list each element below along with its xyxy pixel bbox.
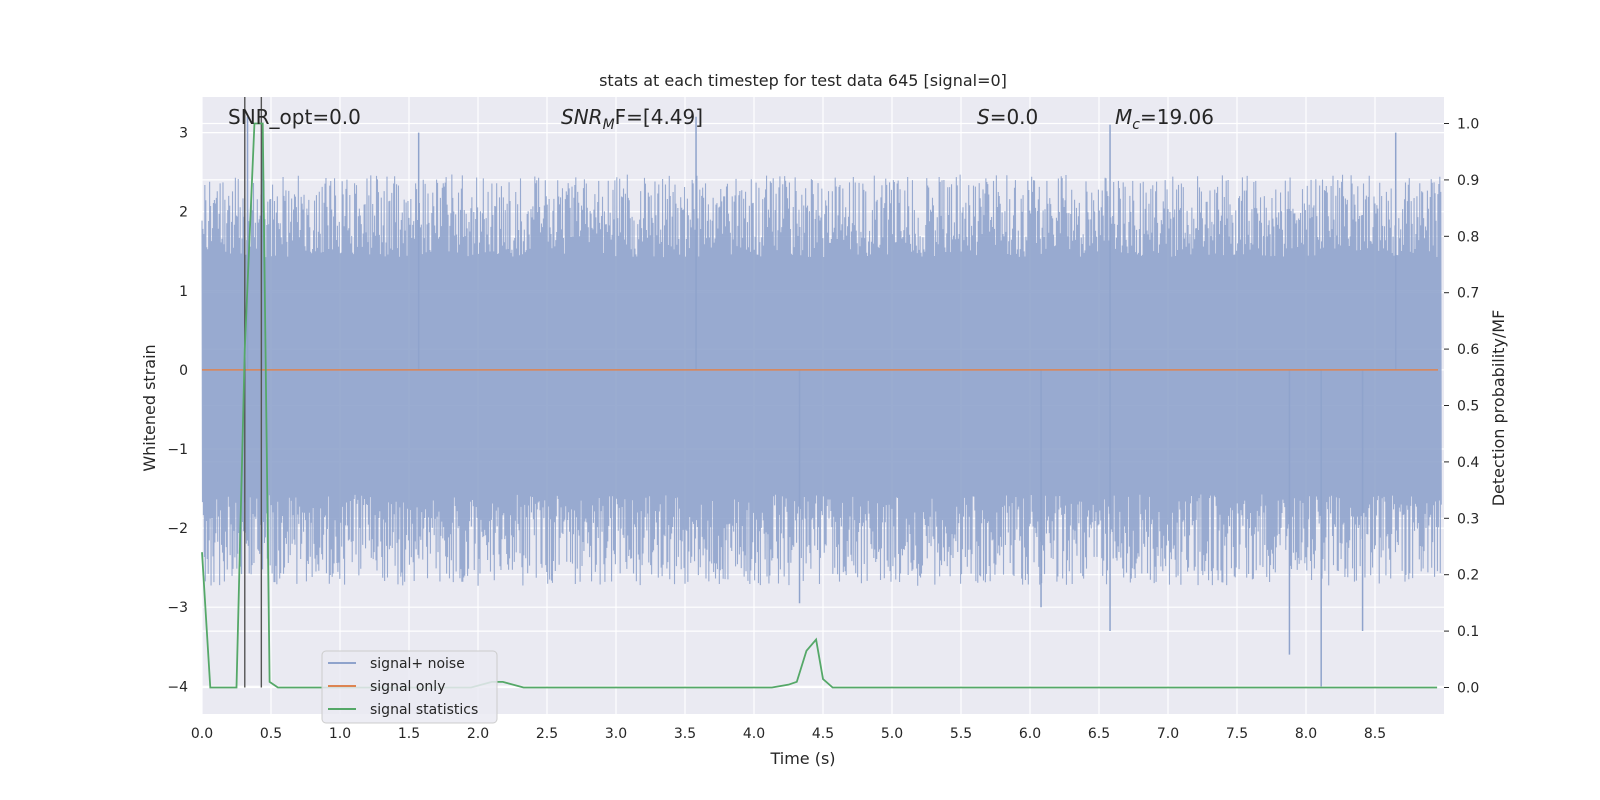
y-axis-title: Whitened strain bbox=[140, 344, 159, 471]
y-tick-label: 3 bbox=[179, 126, 188, 142]
y-tick-label: −3 bbox=[167, 600, 188, 616]
y2-tick-label: 0.0 bbox=[1457, 680, 1479, 696]
legend-label-signal-only: signal only bbox=[370, 679, 445, 695]
x-tick-label: 7.5 bbox=[1226, 726, 1248, 742]
y2-tick-label: 0.2 bbox=[1457, 568, 1479, 584]
y-tick-label: 1 bbox=[179, 284, 188, 300]
x-tick-label: 0.0 bbox=[191, 726, 213, 742]
s-rest: =0.0 bbox=[990, 105, 1039, 129]
mc-rest: =19.06 bbox=[1140, 105, 1214, 129]
y-tick-label: 2 bbox=[179, 205, 188, 221]
plot-title: stats at each timestep for test data 645… bbox=[599, 71, 1007, 90]
x-tick-label: 8.0 bbox=[1295, 726, 1317, 742]
mc-main: M bbox=[1115, 105, 1132, 129]
annotation-snr-opt-text: SNR_opt=0.0 bbox=[228, 105, 361, 129]
y-tick-label: 0 bbox=[179, 363, 188, 379]
x-tick-label: 7.0 bbox=[1157, 726, 1179, 742]
x-tick-label: 4.0 bbox=[743, 726, 765, 742]
annotation-snr-mf: SNRMF=[4.49] bbox=[561, 105, 703, 133]
legend: signal+ noise signal only signal statist… bbox=[321, 650, 498, 724]
x-tick-label: 5.5 bbox=[950, 726, 972, 742]
legend-label-signal-statistics: signal statistics bbox=[370, 702, 478, 718]
snr-mf-rest: F=[4.49] bbox=[615, 105, 703, 129]
legend-box bbox=[321, 650, 498, 724]
y2-tick-label: 1.0 bbox=[1457, 117, 1479, 133]
x-tick-label: 5.0 bbox=[881, 726, 903, 742]
annotation-mc-text: Mc=19.06 bbox=[1115, 105, 1214, 133]
y2-tick-label: 0.7 bbox=[1457, 286, 1479, 302]
annotation-snr-opt: SNR_opt=0.0 bbox=[228, 105, 361, 129]
y2-tick-label: 0.1 bbox=[1457, 624, 1479, 640]
x-tick-label: 3.5 bbox=[674, 726, 696, 742]
x-tick-label: 2.5 bbox=[536, 726, 558, 742]
x-tick-label: 6.5 bbox=[1088, 726, 1110, 742]
annotation-s-text: S=0.0 bbox=[977, 105, 1038, 129]
x-tick-label: 6.0 bbox=[1019, 726, 1041, 742]
y2-tick-label: 0.9 bbox=[1457, 173, 1479, 189]
x-tick-label: 1.5 bbox=[398, 726, 420, 742]
plot-area: 0.0 0.5 1.0 1.5 2.0 2.5 3.0 3.5 4.0 4.5 5.0 5.5 6.0 6… bbox=[167, 97, 1479, 742]
y2-axis-title: Detection probability/MF bbox=[1489, 310, 1508, 507]
y-tick-label: −2 bbox=[167, 521, 188, 537]
y2-tick-label: 0.8 bbox=[1457, 229, 1479, 245]
y-tick-label: −1 bbox=[167, 442, 188, 458]
series-signal-statistics bbox=[201, 122, 1438, 689]
x-tick-label: 2.0 bbox=[467, 726, 489, 742]
annotation-snr-mf-text: SNRMF=[4.49] bbox=[561, 105, 703, 133]
x-tick-label: 3.0 bbox=[605, 726, 627, 742]
annotation-mc: Mc=19.06 bbox=[1115, 105, 1214, 133]
y2-tick-label: 0.5 bbox=[1457, 399, 1479, 415]
x-tick-label: 0.5 bbox=[260, 726, 282, 742]
y2-tick-label: 0.6 bbox=[1457, 342, 1479, 358]
series-signal-noise bbox=[201, 174, 1442, 586]
x-tick-label: 4.5 bbox=[812, 726, 834, 742]
mc-sub: c bbox=[1132, 117, 1140, 133]
x-axis-title: Time (s) bbox=[769, 749, 835, 768]
s-main: S bbox=[977, 105, 990, 129]
y2-tick-label: 0.4 bbox=[1457, 455, 1479, 471]
x-tick-label: 1.0 bbox=[329, 726, 351, 742]
snr-mf-main: SNR bbox=[561, 105, 603, 129]
annotation-s: S=0.0 bbox=[977, 105, 1038, 129]
x-tick-label: 8.5 bbox=[1364, 726, 1386, 742]
snr-mf-sub: M bbox=[603, 117, 615, 133]
y2-tick-label: 0.3 bbox=[1457, 511, 1479, 527]
legend-label-signal-noise: signal+ noise bbox=[370, 656, 465, 672]
y-tick-label: −4 bbox=[167, 679, 188, 695]
